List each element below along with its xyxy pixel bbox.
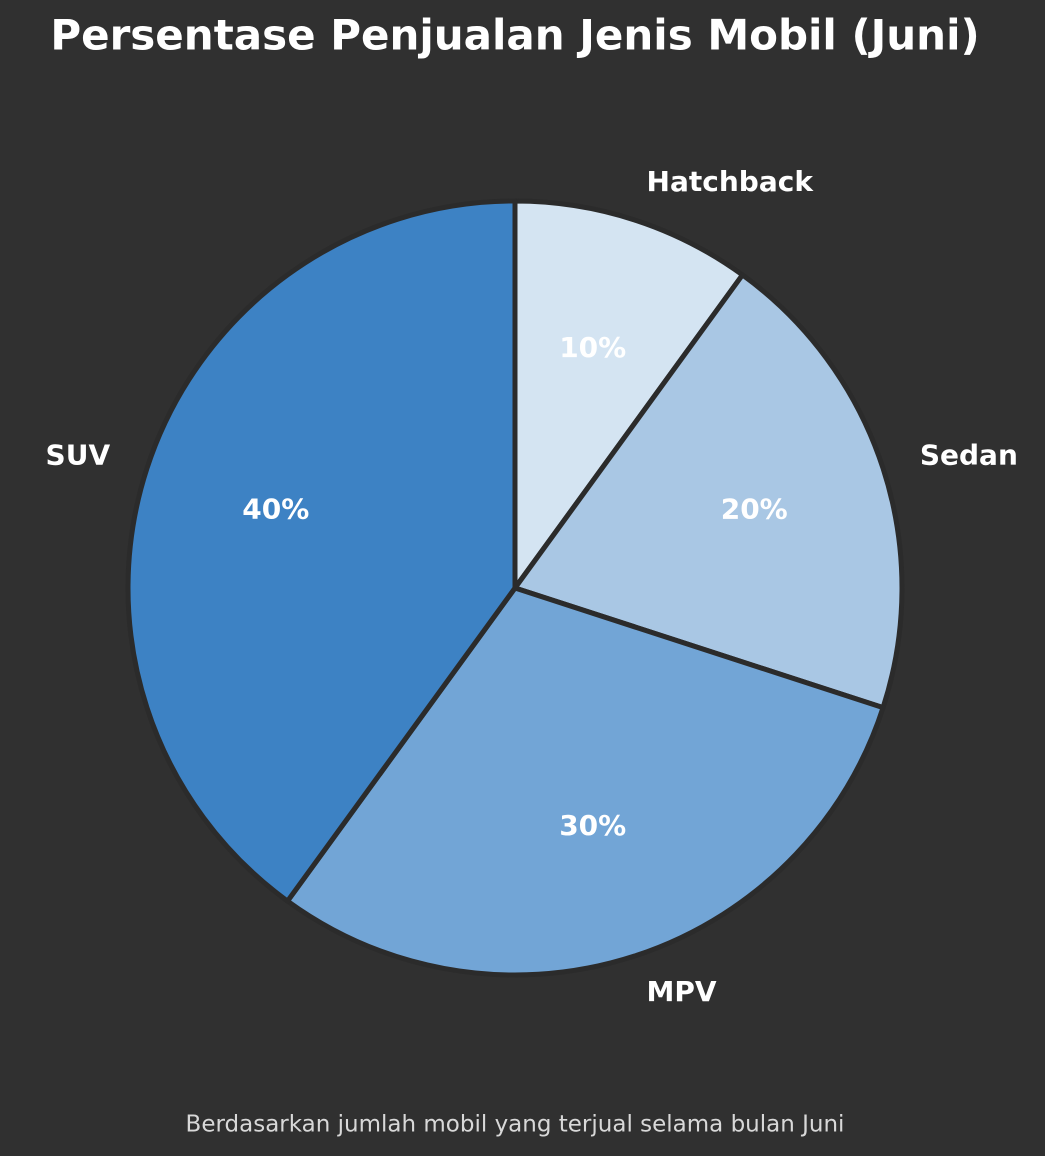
value-label: 30% bbox=[559, 809, 626, 842]
pie-slice bbox=[285, 585, 886, 978]
pie-slice bbox=[512, 272, 905, 711]
pie-slice bbox=[512, 198, 745, 591]
value-label: 20% bbox=[721, 492, 788, 525]
pie-slice bbox=[125, 198, 518, 904]
chart-subtitle: Berdasarkan jumlah mobil yang terjual se… bbox=[186, 1112, 845, 1138]
value-label: 40% bbox=[242, 492, 309, 525]
slice-label: SUV bbox=[46, 438, 111, 471]
chart-title: Persentase Penjualan Jenis Mobil (Juni) bbox=[50, 11, 979, 60]
slice-label: Sedan bbox=[920, 438, 1018, 471]
value-label: 10% bbox=[559, 331, 626, 364]
slice-label: Hatchback bbox=[647, 165, 815, 198]
slice-label: MPV bbox=[647, 975, 717, 1008]
